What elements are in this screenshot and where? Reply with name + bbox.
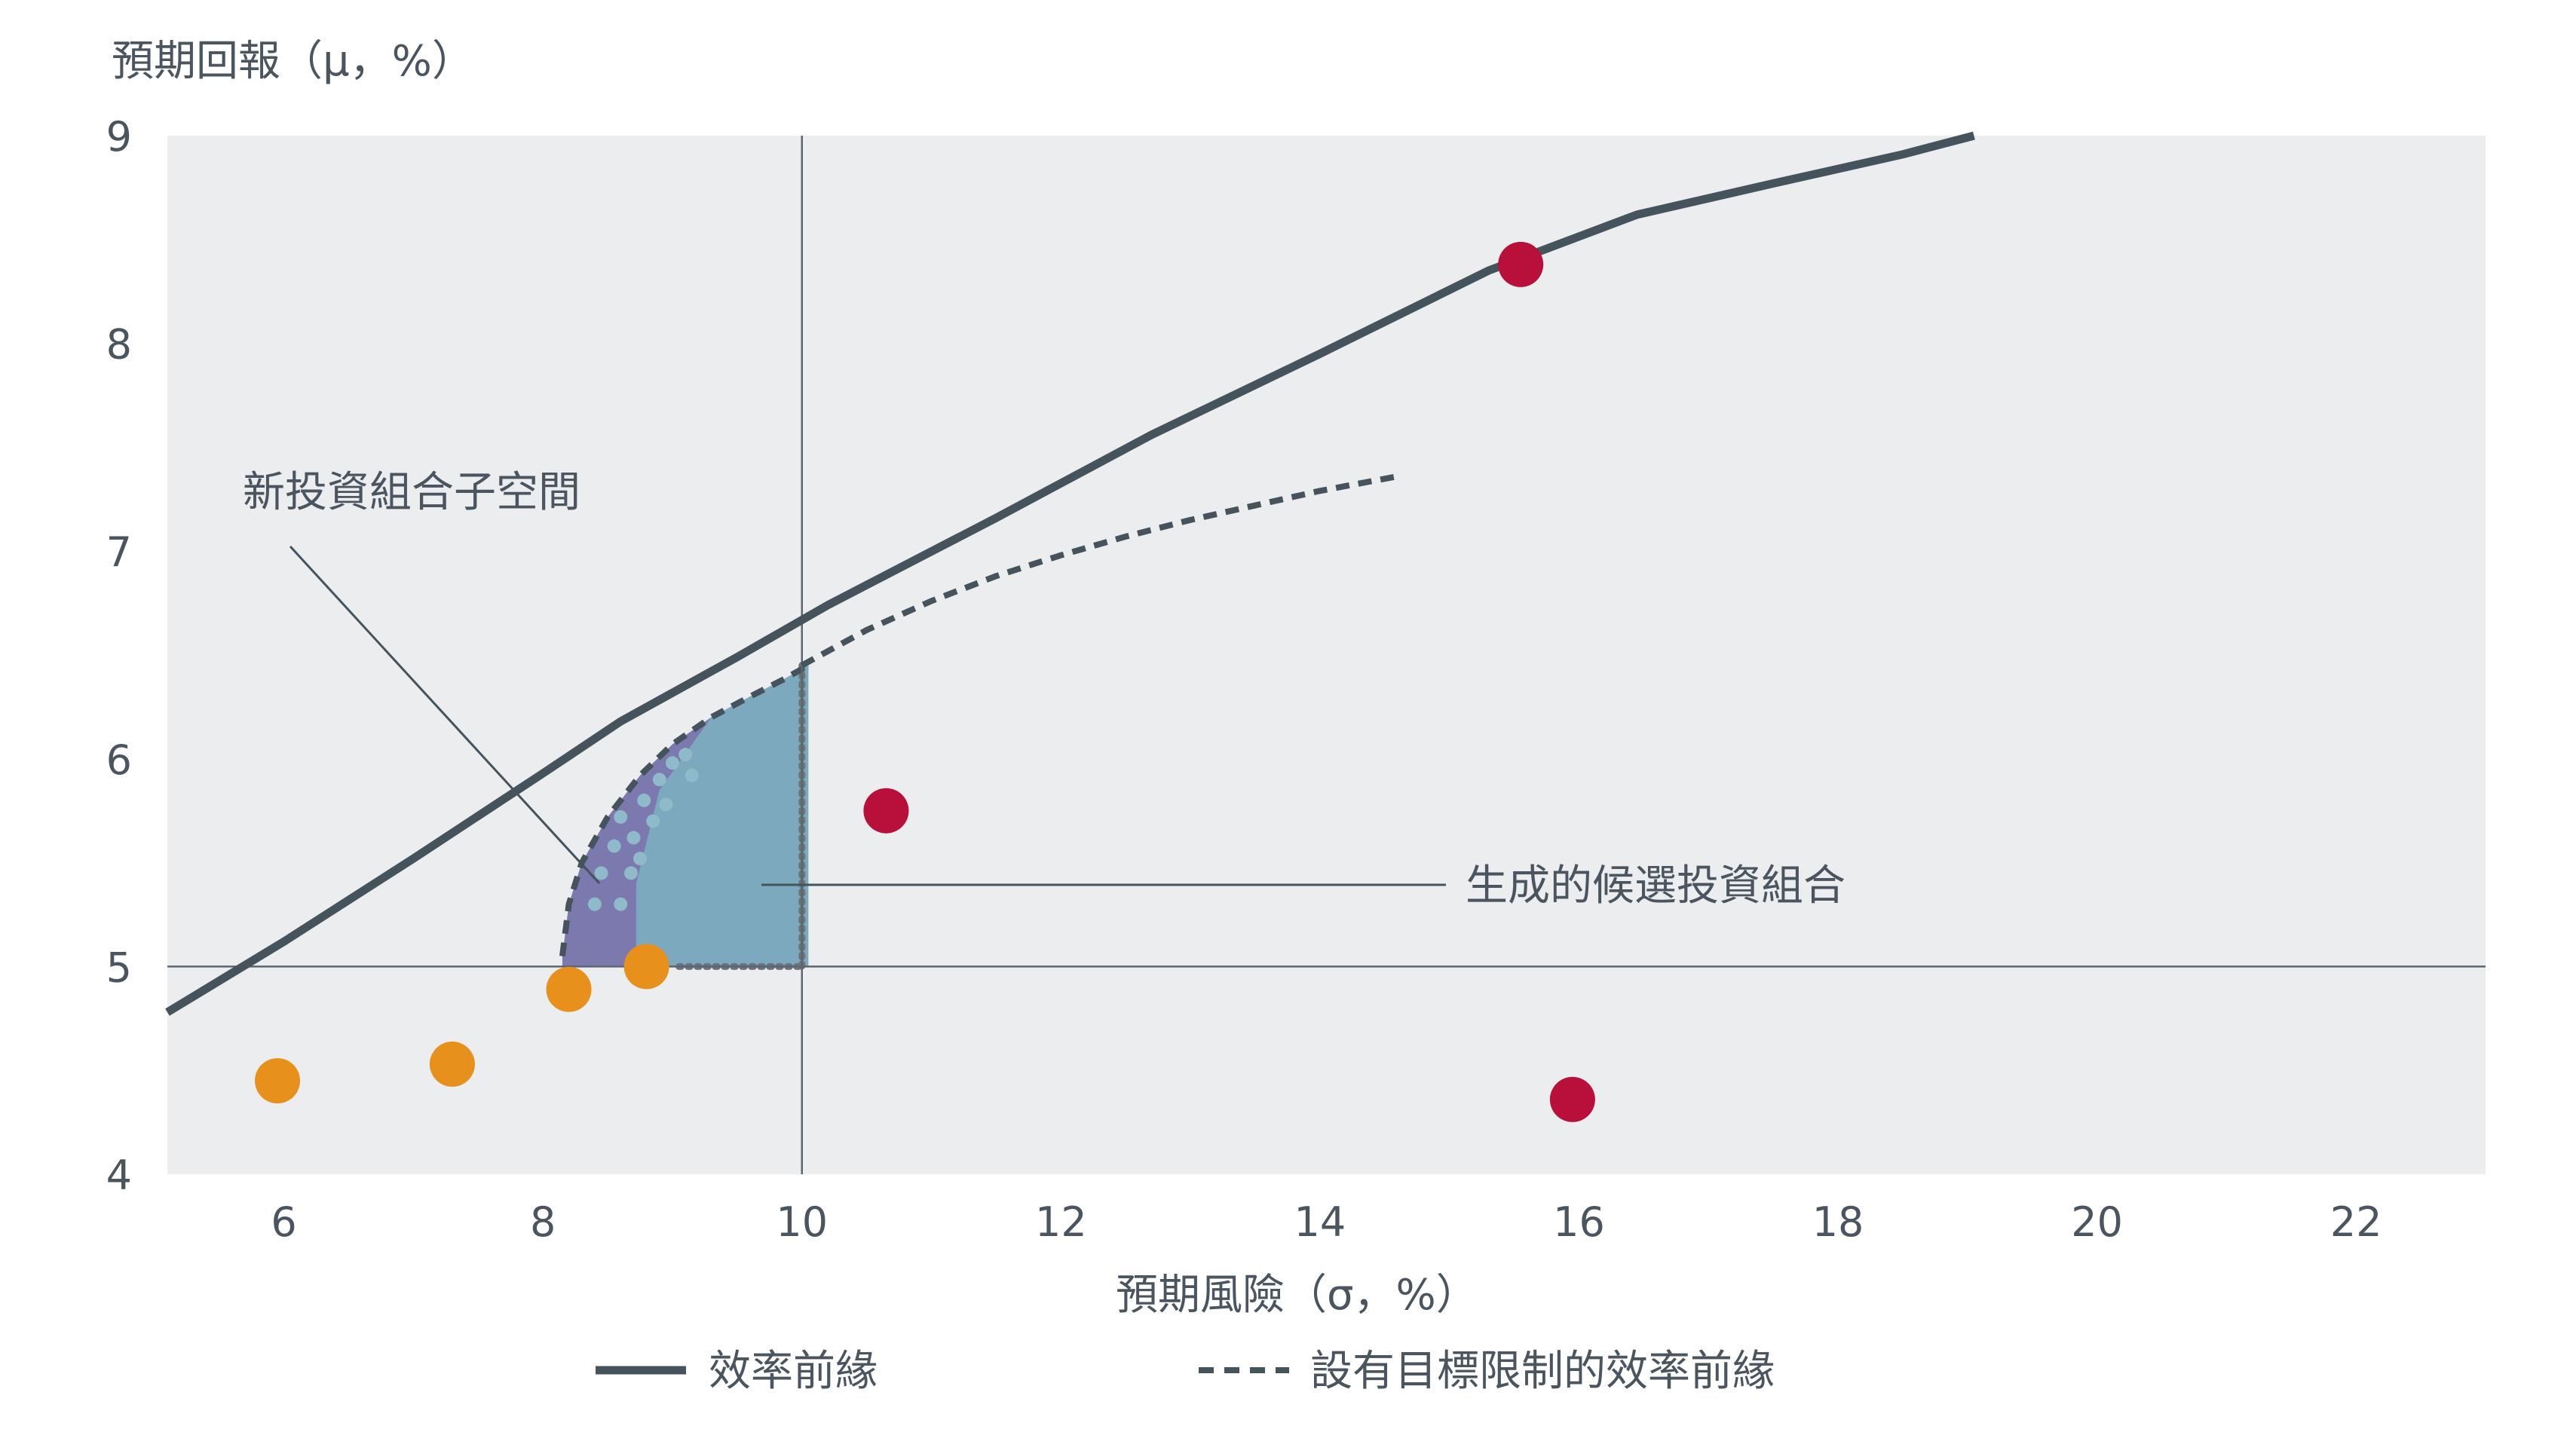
legend-frontier-label: 效率前緣 [709, 1347, 878, 1396]
candidate-dot [614, 809, 628, 824]
candidate-dot [659, 797, 673, 812]
y-tick-label: 4 [106, 1152, 132, 1199]
candidate-dot [614, 897, 628, 911]
series-lines [165, 131, 1975, 1016]
x-tick-label: 6 [271, 1198, 296, 1246]
axis-ticks: 6 8 10 12 14 16 18 20 22 4 5 6 7 8 9 [106, 113, 2382, 1246]
x-tick-label: 14 [1294, 1198, 1346, 1246]
annotation-candidates: 生成的候選投資組合 [1466, 861, 1845, 910]
x-tick-label: 10 [776, 1198, 828, 1246]
y-axis-title: 預期回報（μ，%） [112, 37, 474, 86]
candidate-dot [587, 897, 602, 911]
orange-point [429, 1041, 475, 1087]
x-tick-label: 20 [2071, 1198, 2123, 1246]
x-tick-label: 8 [530, 1198, 556, 1246]
candidate-dot [607, 839, 621, 853]
red-point [1549, 1076, 1595, 1122]
y-tick-label: 7 [106, 528, 132, 576]
candidate-dot [685, 768, 699, 782]
candidates-region [636, 665, 809, 967]
y-tick-label: 5 [106, 944, 132, 991]
candidate-dot [633, 852, 648, 866]
orange-point [623, 944, 669, 990]
candidate-dot [652, 773, 666, 787]
x-tick-label: 12 [1035, 1198, 1087, 1246]
annotation-subspace: 新投資組合子空間 [243, 468, 580, 517]
annotation-subspace-leader [289, 545, 601, 885]
orange-point [546, 966, 592, 1012]
efficient-frontier-line [165, 131, 1975, 1016]
candidate-dot [594, 866, 608, 880]
series-points [255, 241, 1595, 1122]
regions-layer [559, 662, 810, 970]
candidate-dot [646, 814, 660, 828]
subspace-outline [559, 662, 810, 957]
candidate-dot [626, 831, 641, 845]
x-tick-label: 16 [1553, 1198, 1605, 1246]
y-tick-label: 6 [106, 736, 132, 784]
reference-lines [167, 136, 2486, 1174]
candidate-dot [665, 756, 679, 770]
orange-point [255, 1057, 301, 1103]
red-point [863, 788, 909, 834]
candidate-dot [637, 793, 651, 807]
x-axis-title: 預期風險（σ，%） [1116, 1271, 1478, 1320]
x-tick-label: 18 [1812, 1198, 1864, 1246]
y-tick-label: 9 [106, 113, 132, 161]
y-tick-label: 8 [106, 321, 132, 369]
legend-constrained-label: 設有目標限制的效率前緣 [1310, 1347, 1775, 1396]
candidate-dot [678, 748, 693, 762]
red-point [1498, 241, 1544, 287]
plot-background [167, 136, 2486, 1174]
candidate-dot [624, 866, 638, 880]
x-tick-label: 22 [2330, 1198, 2382, 1246]
